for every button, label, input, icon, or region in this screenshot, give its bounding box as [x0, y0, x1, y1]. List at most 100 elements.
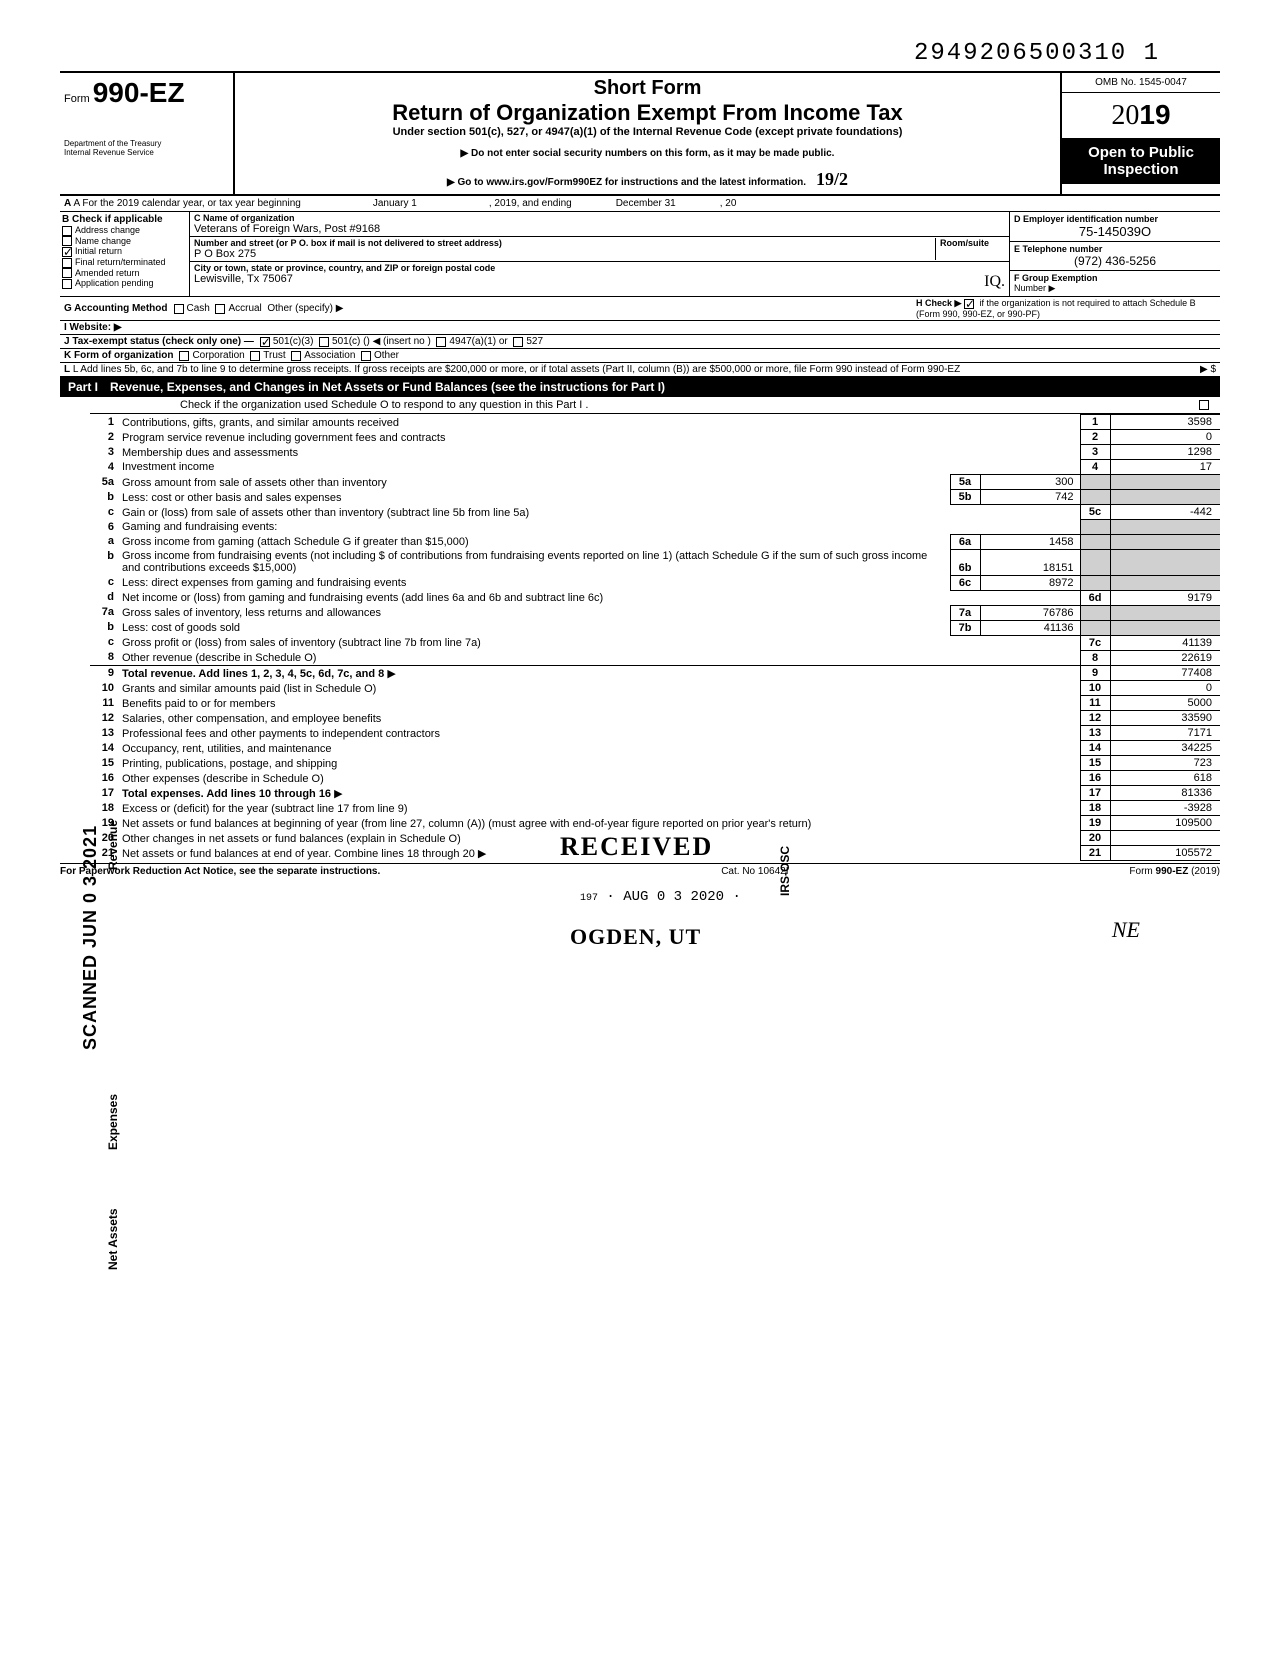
d9: Total revenue. Add lines 1, 2, 3, 4, 5c,… — [122, 668, 384, 680]
short-form: Short Form — [243, 77, 1052, 100]
rn5a-shade — [1080, 475, 1110, 490]
chk-527[interactable] — [513, 337, 523, 347]
part1-body: 1Contributions, gifts, grants, and simil… — [90, 413, 1220, 861]
col-c: C Name of organization Veterans of Forei… — [190, 212, 1010, 296]
d15: Printing, publications, postage, and shi… — [122, 758, 337, 770]
lbl-insert: ) ◀ (insert no ) — [366, 336, 430, 347]
n6: 6 — [90, 520, 118, 535]
row-a-tax-year: A A For the 2019 calendar year, or tax y… — [60, 196, 1220, 212]
rn18: 18 — [1080, 801, 1110, 816]
rv11: 5000 — [1110, 696, 1220, 711]
n9: 9 — [90, 665, 118, 681]
rn13: 13 — [1080, 726, 1110, 741]
lbl-city: City or town, state or province, country… — [194, 263, 495, 273]
chk-h-sched-b[interactable] — [964, 299, 974, 309]
chk-final-return[interactable] — [62, 258, 72, 268]
d5c: Gain or (loss) from sale of assets other… — [122, 507, 529, 519]
header-right: OMB No. 1545-0047 20201919 Open to Publi… — [1060, 73, 1220, 194]
mn5b: 5b — [950, 490, 980, 505]
lbl-org-name: C Name of organization — [194, 213, 295, 223]
n13: 13 — [90, 726, 118, 741]
lbl-accrual: Accrual — [228, 303, 261, 314]
line-13: 13Professional fees and other payments t… — [90, 726, 1220, 741]
d11: Benefits paid to or for members — [122, 698, 275, 710]
rn9: 9 — [1080, 665, 1110, 681]
chk-address-change[interactable] — [62, 226, 72, 236]
col-b-header: B Check if applicable — [62, 214, 187, 225]
dept: Department of the Treasury Internal Reve… — [64, 139, 229, 157]
n6d: d — [90, 590, 118, 605]
line-7c: cGross profit or (loss) from sales of in… — [90, 635, 1220, 650]
rv5b-shade — [1110, 490, 1220, 505]
header-center: Short Form Return of Organization Exempt… — [235, 73, 1060, 194]
chk-app-pending[interactable] — [62, 279, 72, 289]
chk-accrual[interactable] — [215, 304, 225, 314]
row-a-text: A For the 2019 calendar year, or tax yea… — [73, 198, 300, 209]
mv6a: 1458 — [980, 534, 1080, 549]
form-title: Return of Organization Exempt From Incom… — [243, 100, 1052, 126]
chk-501c[interactable] — [319, 337, 329, 347]
d8: Other revenue (describe in Schedule O) — [122, 652, 316, 664]
row-a-tail: , 20 — [716, 196, 741, 211]
rv7b-shade — [1110, 620, 1220, 635]
rv8: 22619 — [1110, 650, 1220, 665]
d17: Total expenses. Add lines 10 through 16 — [122, 788, 331, 800]
chk-assoc[interactable] — [291, 351, 301, 361]
n6c: c — [90, 575, 118, 590]
chk-trust[interactable] — [250, 351, 260, 361]
block-bcd: B Check if applicable Address change Nam… — [60, 212, 1220, 297]
row-l: L L Add lines 5b, 6c, and 7b to line 9 t… — [60, 363, 1220, 377]
n15: 15 — [90, 756, 118, 771]
chk-4947[interactable] — [436, 337, 446, 347]
line-9: 9 Total revenue. Add lines 1, 2, 3, 4, 5c… — [90, 665, 1220, 681]
chk-other-org[interactable] — [361, 351, 371, 361]
d20: Other changes in net assets or fund bala… — [122, 833, 461, 845]
row-a-mid: , 2019, and ending — [485, 196, 576, 211]
handwritten-initials: NE — [60, 917, 1140, 943]
d7c: Gross profit or (loss) from sales of inv… — [122, 637, 481, 649]
n10: 10 — [90, 681, 118, 696]
n3: 3 — [90, 445, 118, 460]
chk-sched-o-part1[interactable] — [1199, 400, 1209, 410]
lbl-app-pending: Application pending — [75, 278, 154, 288]
lbl-address-change: Address change — [75, 225, 140, 235]
rv5a-shade — [1110, 475, 1220, 490]
row-k: K Form of organization Corporation Trust… — [60, 349, 1220, 363]
rv19: 109500 — [1110, 816, 1220, 831]
lbl-initial-return: Initial return — [75, 246, 122, 256]
line-7a: 7aGross sales of inventory, less returns… — [90, 605, 1220, 620]
rv15: 723 — [1110, 756, 1220, 771]
mv7a: 76786 — [980, 605, 1080, 620]
ty-begin: January 1 — [305, 196, 485, 211]
d6b: Gross income from fundraising events (no… — [122, 550, 927, 574]
n6a: a — [90, 534, 118, 549]
part1-title: Revenue, Expenses, and Changes in Net As… — [110, 380, 665, 394]
org-name: Veterans of Foreign Wars, Post #9168 — [194, 223, 380, 235]
rn7b-shade — [1080, 620, 1110, 635]
line-6b: bGross income from fundraising events (n… — [90, 549, 1220, 575]
n16: 16 — [90, 771, 118, 786]
part1-table: 1Contributions, gifts, grants, and simil… — [90, 414, 1220, 861]
d18: Excess or (deficit) for the year (subtra… — [122, 803, 408, 815]
form-header: Form 990-EZ Department of the Treasury I… — [60, 71, 1220, 196]
rn15: 15 — [1080, 756, 1110, 771]
rv6d: 9179 — [1110, 590, 1220, 605]
rn16: 16 — [1080, 771, 1110, 786]
line-3: 3Membership dues and assessments31298 — [90, 445, 1220, 460]
chk-corp[interactable] — [179, 351, 189, 361]
footer-right: Form 990-EZ (2019) — [1129, 866, 1220, 877]
chk-cash[interactable] — [174, 304, 184, 314]
n7b: b — [90, 620, 118, 635]
rn5b-shade — [1080, 490, 1110, 505]
n20: 20 — [90, 831, 118, 846]
ein: 75-145039O — [1014, 224, 1216, 239]
chk-initial-return[interactable] — [62, 247, 72, 257]
chk-amended[interactable] — [62, 268, 72, 278]
chk-501c3[interactable] — [260, 337, 270, 347]
rv12: 33590 — [1110, 711, 1220, 726]
rn6-shade — [1080, 520, 1110, 535]
part1-sub: Check if the organization used Schedule … — [60, 397, 1220, 413]
row-g-h: G Accounting Method Cash Accrual Other (… — [60, 297, 1220, 321]
lbl-street: Number and street (or P O. box if mail i… — [194, 238, 502, 248]
header-left: Form 990-EZ Department of the Treasury I… — [60, 73, 235, 194]
